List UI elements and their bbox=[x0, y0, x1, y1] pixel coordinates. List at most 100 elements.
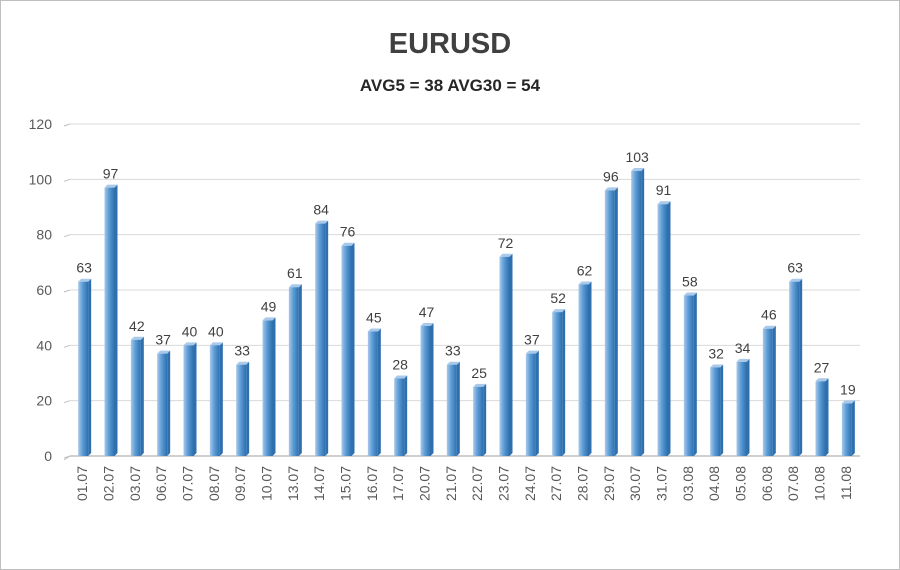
x-tick-label: 30.07 bbox=[627, 466, 643, 501]
data-label: 46 bbox=[761, 307, 777, 323]
x-tick-label: 27.07 bbox=[548, 466, 564, 501]
bar bbox=[683, 295, 694, 456]
data-label: 33 bbox=[234, 343, 250, 359]
data-label: 76 bbox=[340, 224, 356, 240]
y-tick-mark bbox=[63, 234, 71, 238]
bar-top bbox=[341, 242, 355, 246]
bar bbox=[762, 328, 773, 456]
x-tick-label: 10.07 bbox=[259, 466, 275, 501]
x-tick-label: 24.07 bbox=[522, 466, 538, 501]
bar-top bbox=[789, 278, 803, 282]
bar bbox=[473, 386, 484, 456]
data-label: 63 bbox=[787, 260, 803, 276]
x-tick-labels: 01.07 02.07 03.07 06.07 07.07 08.07 09.07 10.07… bbox=[74, 466, 854, 501]
bar-top bbox=[657, 201, 671, 205]
x-tick-label: 08.07 bbox=[206, 466, 222, 501]
bar-side bbox=[641, 168, 645, 457]
bar-side bbox=[562, 309, 566, 456]
x-tick-label: 11.08 bbox=[838, 466, 854, 500]
bar-top bbox=[209, 342, 223, 346]
data-label: 27 bbox=[814, 359, 830, 375]
bar bbox=[367, 331, 378, 456]
bar-side bbox=[272, 317, 276, 456]
bar-side bbox=[140, 336, 144, 456]
bar-top bbox=[578, 281, 592, 285]
x-tick-label: 21.07 bbox=[443, 466, 459, 501]
bar-side bbox=[88, 278, 92, 456]
y-tick-label: 100 bbox=[29, 171, 53, 187]
bar-top bbox=[262, 317, 276, 321]
x-tick-label: 07.07 bbox=[180, 466, 196, 501]
chart-subtitle: AVG5 = 38 AVG30 = 54 bbox=[359, 76, 541, 95]
x-tick-label: 17.07 bbox=[390, 466, 406, 501]
data-label: 42 bbox=[129, 318, 145, 334]
x-tick-label: 20.07 bbox=[417, 466, 433, 501]
bar bbox=[789, 281, 800, 456]
x-tick-label: 22.07 bbox=[469, 466, 485, 501]
bar-top bbox=[552, 309, 566, 313]
bar-top bbox=[394, 375, 408, 379]
bar bbox=[525, 353, 536, 456]
data-label: 47 bbox=[419, 304, 435, 320]
data-label: 96 bbox=[603, 168, 619, 184]
bar-side bbox=[693, 292, 697, 456]
data-label: 34 bbox=[735, 340, 751, 356]
bar-side bbox=[588, 281, 592, 456]
bar bbox=[446, 364, 457, 456]
bar-side bbox=[799, 278, 803, 456]
bar bbox=[710, 367, 721, 456]
x-tick-label: 14.07 bbox=[311, 466, 327, 501]
bar bbox=[183, 345, 194, 456]
bar bbox=[657, 204, 668, 456]
bar-top bbox=[288, 284, 302, 288]
y-tick-label: 40 bbox=[36, 337, 52, 353]
bar bbox=[315, 223, 326, 456]
x-tick-label: 02.07 bbox=[101, 466, 117, 501]
bar-side bbox=[377, 328, 381, 456]
bar-side bbox=[746, 358, 750, 456]
x-tick-label: 13.07 bbox=[285, 466, 301, 501]
y-tick-label: 120 bbox=[29, 116, 53, 132]
y-tick-mark bbox=[63, 178, 71, 182]
bar-side bbox=[430, 322, 434, 456]
bar-side bbox=[114, 184, 118, 456]
bar-side bbox=[851, 400, 855, 456]
bar-side bbox=[720, 364, 724, 456]
bar-top bbox=[104, 184, 118, 188]
bar-top bbox=[683, 292, 697, 296]
y-tick-label: 60 bbox=[36, 282, 52, 298]
bar bbox=[499, 256, 510, 456]
bar bbox=[209, 345, 220, 456]
bar-side bbox=[772, 325, 776, 456]
bar-side bbox=[509, 253, 513, 456]
x-tick-label: 28.07 bbox=[575, 466, 591, 501]
x-tick-label: 10.08 bbox=[812, 466, 828, 501]
data-label: 49 bbox=[261, 298, 277, 314]
bar-side bbox=[614, 187, 618, 456]
data-label: 61 bbox=[287, 265, 303, 281]
bar bbox=[341, 245, 352, 456]
data-label: 28 bbox=[392, 357, 408, 373]
x-tick-label: 04.08 bbox=[706, 466, 722, 501]
bar bbox=[130, 339, 141, 456]
bar-side bbox=[456, 361, 460, 456]
data-label: 84 bbox=[313, 202, 329, 218]
bar-side bbox=[535, 350, 539, 456]
bar bbox=[552, 312, 563, 456]
bar-top bbox=[236, 361, 250, 365]
data-label: 52 bbox=[550, 290, 566, 306]
bar-top bbox=[367, 328, 381, 332]
data-label: 40 bbox=[182, 323, 198, 339]
x-tick-label: 03.07 bbox=[127, 466, 143, 501]
x-tick-label: 15.07 bbox=[338, 466, 354, 501]
bar-top bbox=[420, 322, 434, 326]
gridlines bbox=[63, 123, 860, 459]
data-labels: 63 97 42 37 40 40 33 49 61 84 76 45 28 47 33 25 72 37 52 62… bbox=[76, 149, 855, 397]
data-label: 19 bbox=[840, 381, 856, 397]
bar bbox=[104, 187, 115, 456]
bar-top bbox=[604, 187, 618, 191]
bar bbox=[631, 171, 642, 457]
bar-side bbox=[193, 342, 197, 456]
